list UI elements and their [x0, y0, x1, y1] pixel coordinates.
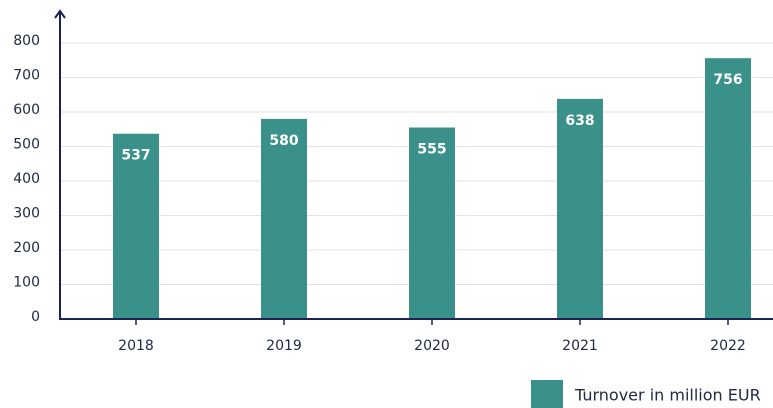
bar — [261, 118, 307, 320]
y-tick-label: 800 — [13, 33, 40, 49]
value-label: 756 — [713, 72, 742, 88]
y-tick-label: 200 — [13, 240, 40, 256]
x-tick-label: 2022 — [710, 338, 746, 354]
bar — [409, 127, 455, 320]
y-axis-arrow — [54, 9, 66, 19]
x-tick-label: 2021 — [562, 338, 598, 354]
x-tick-label: 2019 — [266, 338, 302, 354]
y-tick-label: 0 — [31, 309, 40, 325]
y-tick-label: 600 — [13, 102, 40, 118]
value-label: 580 — [269, 133, 298, 149]
x-tick-label: 2020 — [414, 338, 450, 354]
y-tick-label: 500 — [13, 137, 40, 153]
y-tick-label: 100 — [13, 275, 40, 291]
value-label: 555 — [417, 142, 446, 158]
y-tick-label: 300 — [13, 206, 40, 222]
y-tick-label: 700 — [13, 68, 40, 84]
value-label: 638 — [565, 113, 594, 129]
value-label: 537 — [121, 148, 150, 164]
x-tick-label: 2018 — [118, 338, 154, 354]
bar — [557, 98, 603, 319]
y-tick-label: 400 — [13, 171, 40, 187]
legend-label: Turnover in million EUR — [574, 386, 761, 405]
bar — [113, 133, 159, 319]
legend-swatch — [531, 380, 563, 408]
bar — [705, 58, 751, 320]
